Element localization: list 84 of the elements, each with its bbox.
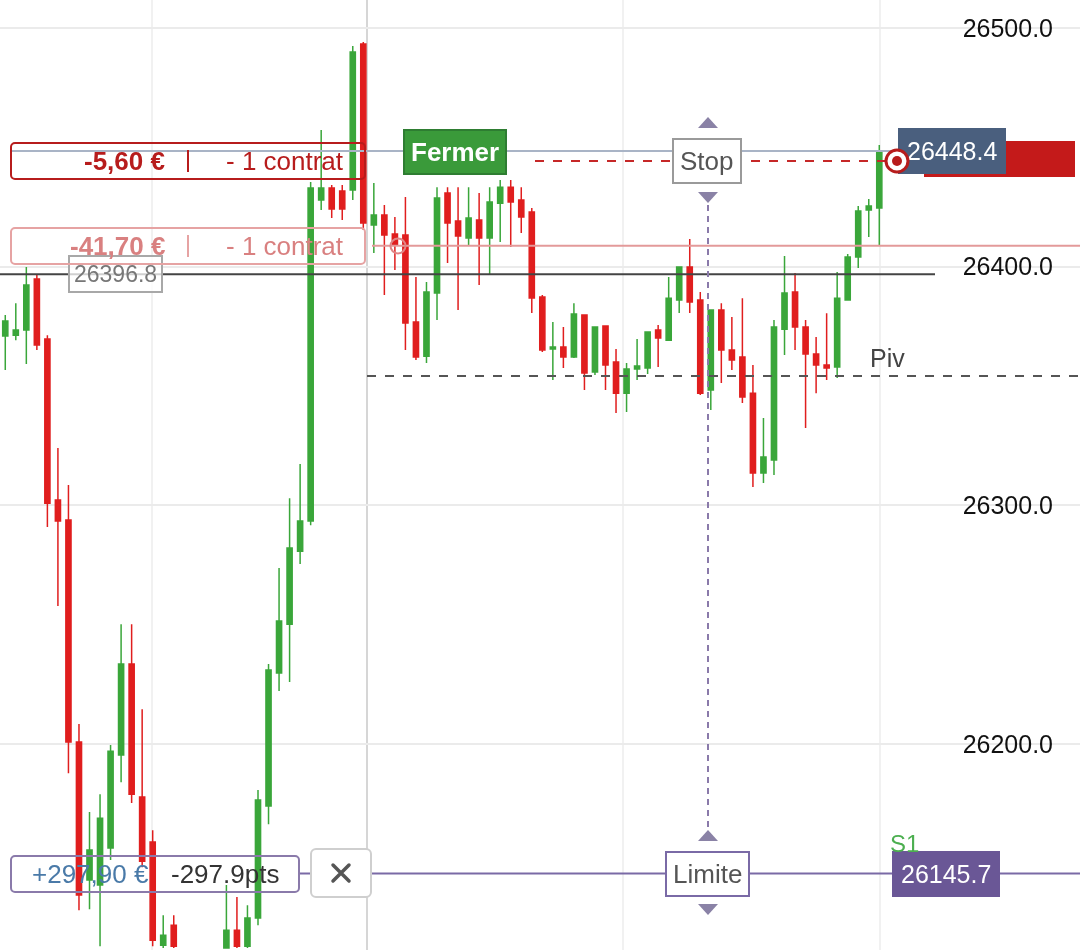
candlestick (23, 266, 30, 365)
candlestick (128, 623, 135, 804)
candlestick (581, 314, 588, 391)
candlestick (812, 336, 820, 394)
candlestick (423, 281, 430, 364)
ref-line-label: 26145.7 (901, 860, 992, 888)
candlestick (444, 186, 451, 264)
candlestick (517, 186, 525, 234)
candlestick (33, 273, 41, 351)
candlestick (149, 829, 157, 947)
candlestick (54, 447, 62, 607)
candlestick (875, 144, 883, 246)
ref-line-label: Stop (680, 146, 734, 176)
candlestick (233, 896, 241, 949)
annotation: Limite (673, 859, 743, 889)
y-tick-label: 26300.0 (962, 491, 1053, 520)
candlestick (686, 238, 694, 314)
annotation: -5,60 € (84, 146, 165, 176)
annotation: Fermer (411, 137, 500, 167)
candlestick (707, 309, 715, 411)
candlestick (823, 312, 830, 381)
candlestick (549, 321, 557, 381)
candlestick (644, 331, 651, 375)
candlestick (328, 184, 336, 219)
candlestick (612, 348, 620, 414)
y-tick-label: 26200.0 (962, 729, 1053, 758)
candlestick (349, 45, 357, 201)
candlestick (170, 914, 178, 949)
y-tick-label: 26500.0 (962, 13, 1053, 42)
candlestick (296, 463, 304, 565)
candlestick (623, 362, 630, 413)
ref-line-label: 26448.4 (907, 137, 998, 165)
candlestick (696, 291, 704, 396)
annotation: -41,70 € (70, 231, 166, 261)
candlestick (433, 186, 441, 321)
candlestick (465, 186, 472, 246)
candlestick (791, 272, 799, 351)
candlestick (12, 302, 20, 341)
candlestick (718, 302, 725, 384)
candlestick (338, 184, 346, 221)
annotation: S1 (890, 830, 920, 857)
candlestick (475, 192, 483, 286)
candlestick (602, 325, 609, 391)
ref-line-label: 26396.8 (74, 261, 158, 287)
candlestick (117, 623, 125, 783)
candlestick (633, 338, 641, 381)
candlestick (844, 253, 852, 301)
candlestick (591, 326, 599, 376)
candlestick (454, 186, 462, 311)
y-tick-label: 26400.0 (962, 252, 1053, 281)
candlestick (528, 207, 536, 314)
candlestick (286, 497, 293, 683)
candlestick (496, 179, 504, 243)
candlestick (665, 276, 673, 341)
candlestick (486, 186, 493, 276)
candlestick (538, 294, 546, 353)
candlestick (507, 179, 515, 248)
candlestick (570, 302, 578, 359)
candlestick (402, 196, 409, 351)
candlestick (275, 567, 283, 692)
candlestick (65, 484, 72, 774)
candlestick (412, 276, 420, 361)
candlestick (159, 914, 167, 949)
candlestick (44, 334, 51, 528)
candlestick (781, 255, 788, 356)
candlestick (749, 364, 757, 488)
candlestick (107, 744, 114, 861)
candlestick (760, 417, 767, 484)
candlestick (381, 204, 388, 296)
candlestick (1, 314, 9, 371)
candlestick (654, 324, 662, 368)
candlestick (244, 904, 251, 949)
candlestick (770, 319, 778, 476)
ref-line-label: Piv (870, 344, 906, 372)
candlestick (560, 326, 567, 369)
candlestick (265, 663, 272, 825)
candlestick (675, 266, 683, 314)
candlestick (802, 319, 809, 429)
candlestick (370, 182, 378, 254)
candlestick (833, 271, 841, 379)
candlestick (728, 316, 736, 371)
candlestick (739, 297, 746, 404)
candlestick (865, 198, 873, 238)
candlestick (854, 205, 862, 269)
